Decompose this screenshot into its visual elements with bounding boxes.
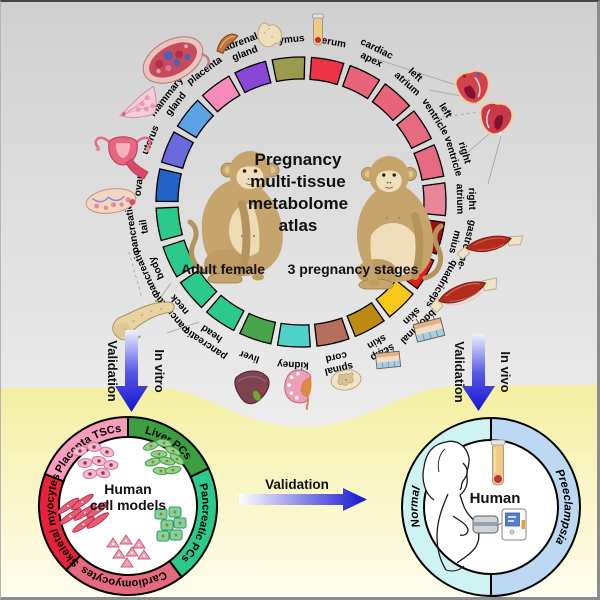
liver-pc-cells xyxy=(142,438,185,476)
validation-arrow: Validation xyxy=(239,477,367,511)
ring-segment xyxy=(238,312,277,345)
scalp-skin-icon xyxy=(374,346,402,370)
ring-segment xyxy=(176,99,215,139)
monkey-pregnant xyxy=(357,156,444,290)
cardiomyocyte-cells xyxy=(106,534,151,568)
placenta-icon xyxy=(142,36,211,84)
ring-segment-label: atrium xyxy=(454,184,466,215)
ring-segment xyxy=(205,294,245,332)
thymus-icon xyxy=(257,22,283,48)
title-line-1: Pregnancy xyxy=(255,150,342,169)
ring-segment xyxy=(276,322,311,348)
gastrocnemius-icon xyxy=(456,235,524,260)
ring-segment xyxy=(395,110,433,150)
pancreatic-pc-cells xyxy=(154,506,187,542)
cell-models-title-line-1: Human xyxy=(104,481,151,497)
adrenal-gland-icon xyxy=(216,33,239,55)
quadriceps-icon xyxy=(429,277,497,314)
skeletal-myocyte-cells xyxy=(56,493,109,533)
cell-models-title-line-2: cell models xyxy=(90,497,166,513)
abdominal-skin-icon xyxy=(412,314,446,343)
invivo-arrow: Validation In vivo xyxy=(452,334,513,411)
invivo-validation-label: Validation xyxy=(452,341,467,402)
pregnant-woman-icon xyxy=(422,440,480,572)
monkey-adult-female xyxy=(187,151,283,284)
ring-segment xyxy=(201,75,241,113)
human-label: Human xyxy=(470,490,521,507)
ring-segment xyxy=(155,206,184,242)
circle-segment xyxy=(490,416,581,597)
human-serum-tube-icon xyxy=(490,439,506,486)
atlas-title: Pregnancy multi-tissue metabolome atlas xyxy=(248,150,348,235)
ring-segment xyxy=(160,131,195,170)
placenta-tsc-cells xyxy=(72,441,119,480)
blood-pressure-monitor-icon xyxy=(472,508,527,541)
invitro-label: In vitro xyxy=(152,349,167,392)
ring-segment xyxy=(346,301,385,338)
ring-segment-label: tail xyxy=(138,218,151,234)
heart-icon xyxy=(479,101,514,136)
invivo-label: In vivo xyxy=(498,351,513,392)
invitro-arrow: Validation In vitro xyxy=(105,330,167,412)
pregnancy-stages-caption: 3 pregnancy stages xyxy=(288,261,419,277)
spinal-cord-icon xyxy=(330,369,362,391)
circle-segment-label: Normal xyxy=(408,484,423,528)
ring-segment xyxy=(234,60,272,94)
ring-segment xyxy=(155,168,183,203)
uterus-icon xyxy=(94,136,152,180)
title-line-3: metabolome xyxy=(248,194,348,213)
ring-segment-label: cord xyxy=(324,349,348,365)
ring-segment xyxy=(341,64,381,100)
ovary-icon xyxy=(85,188,137,214)
ring-segment-label: serum xyxy=(315,34,347,50)
ring-segment xyxy=(271,56,306,83)
ring-segment xyxy=(371,83,411,122)
title-line-4: atlas xyxy=(279,216,318,235)
serum-tube-icon xyxy=(312,13,324,46)
liver-icon xyxy=(234,370,270,405)
kidney-icon xyxy=(284,369,312,410)
ring-segment xyxy=(313,317,350,347)
ring-segment xyxy=(413,143,445,181)
heart-icon xyxy=(454,69,490,105)
mammary-gland-icon xyxy=(119,85,157,119)
ring-segment-label: right xyxy=(466,188,477,211)
title-line-2: multi-tissue xyxy=(250,172,345,191)
invitro-validation-label: Validation xyxy=(105,340,120,401)
ring-segment xyxy=(422,182,447,217)
ring-segment xyxy=(309,56,345,86)
ring-segment-label: kidney xyxy=(276,358,309,371)
validation-label: Validation xyxy=(265,477,329,492)
adult-female-caption: Adult female xyxy=(181,261,265,277)
